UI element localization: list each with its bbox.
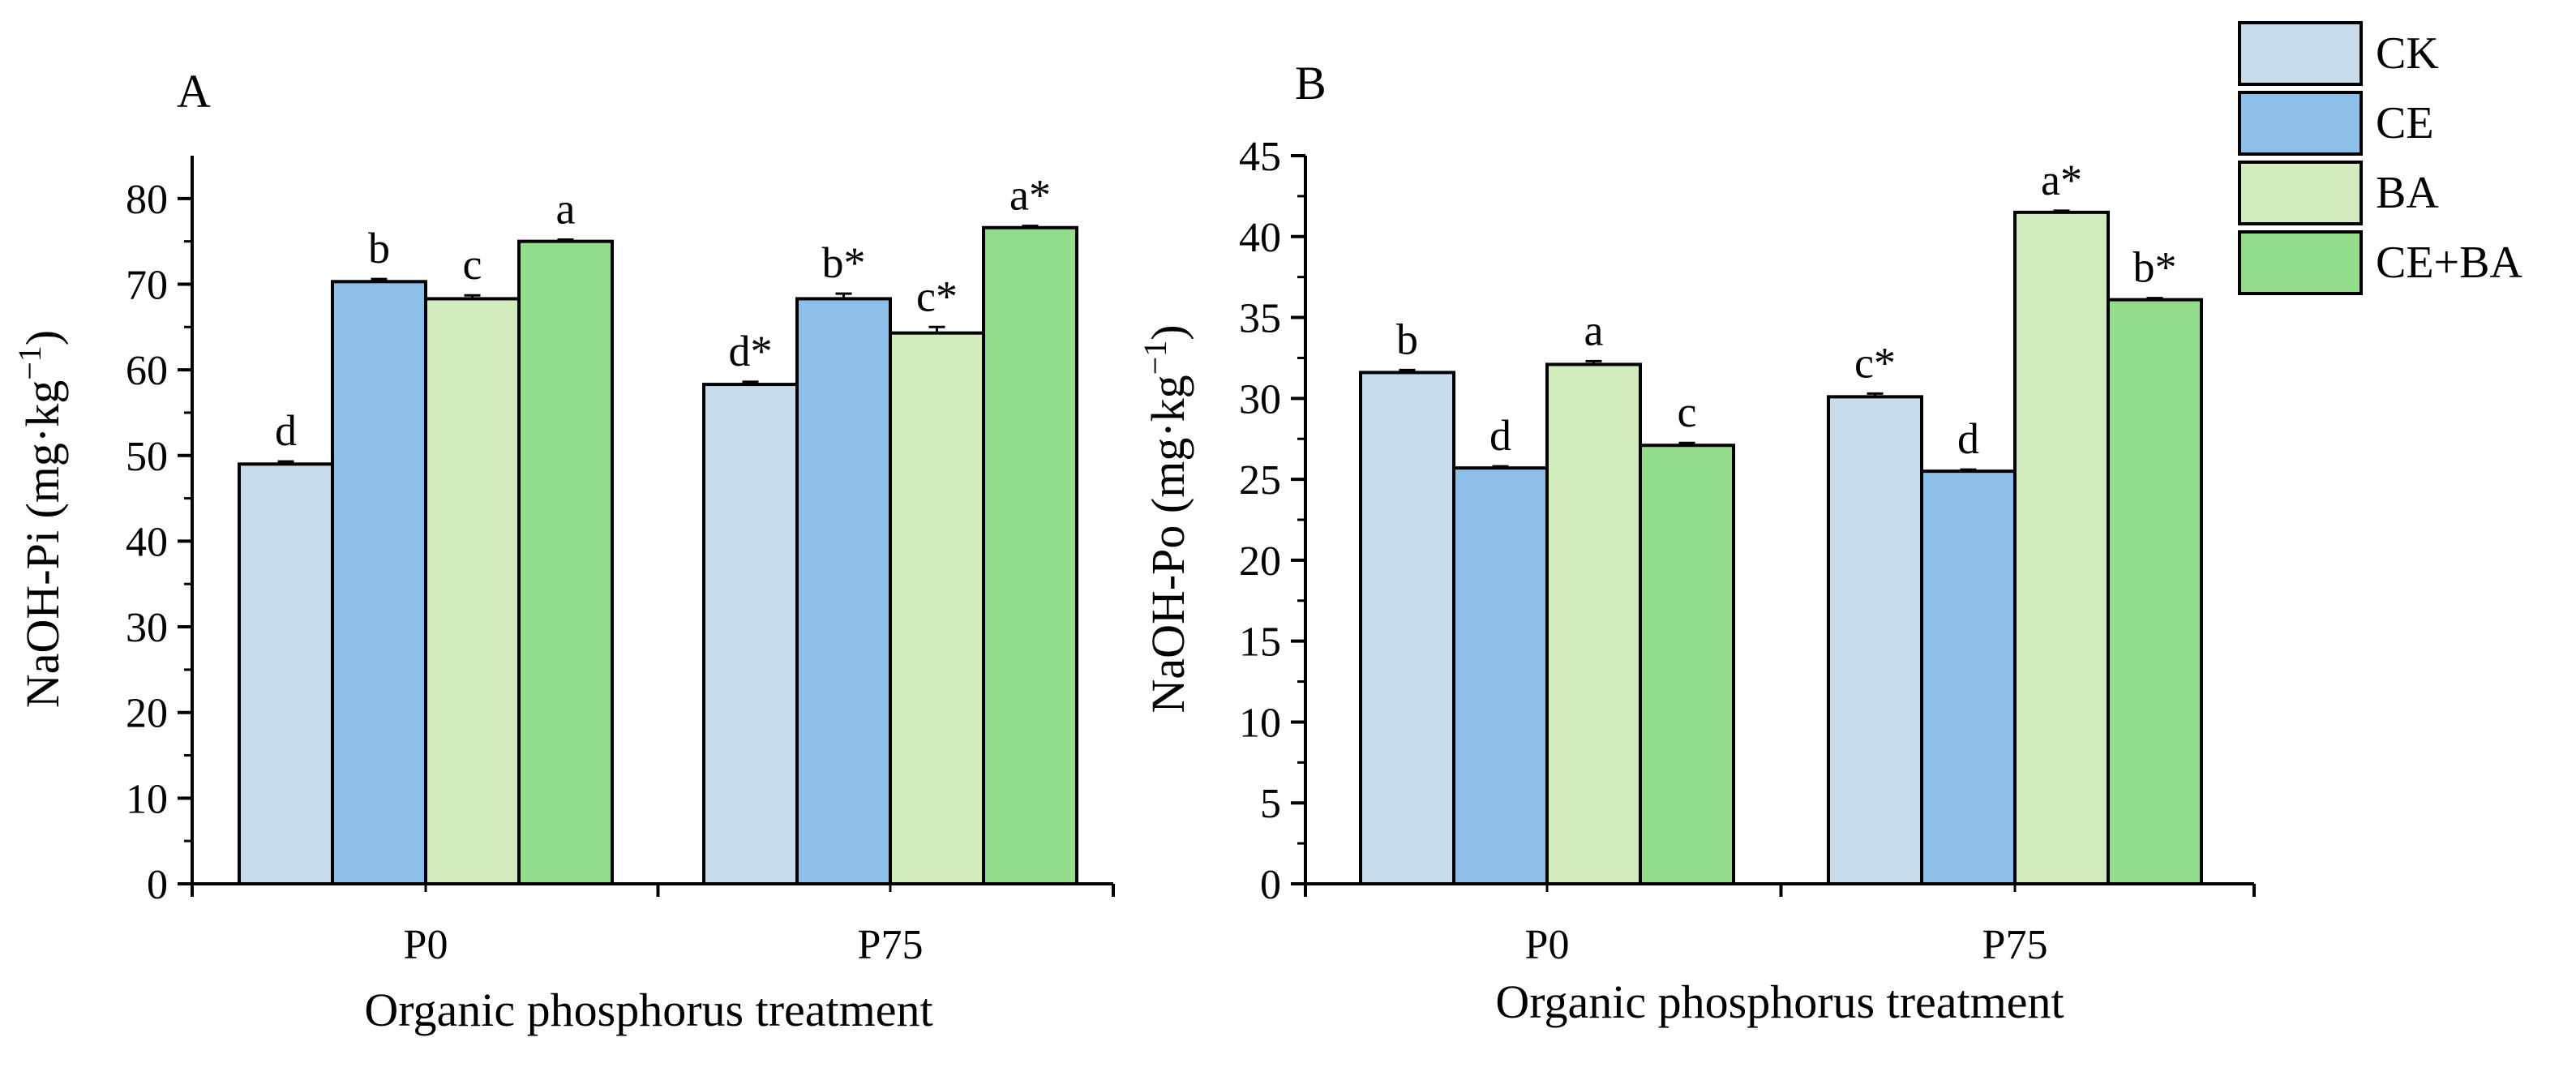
- significance-label: c*: [1854, 338, 1896, 387]
- legend-label-ce: CE: [2376, 98, 2434, 148]
- legend-swatch-ck: [2238, 21, 2363, 86]
- legend-item-ce-ba: CE+BA: [2238, 230, 2522, 295]
- bar-ce-ba-p75: [2107, 298, 2203, 885]
- bar-ba-p75: [2013, 210, 2110, 886]
- significance-label: a*: [1009, 171, 1051, 220]
- y-tick-label: 40: [126, 519, 168, 565]
- y-tick-label: 60: [126, 348, 168, 394]
- x-axis-title: Organic phosphorus treatment: [364, 984, 932, 1036]
- significance-label: c: [1678, 388, 1697, 436]
- x-tick-label: P0: [404, 922, 448, 968]
- y-tick-label: 70: [126, 262, 168, 308]
- significance-label: d: [1957, 414, 1979, 463]
- legend-label-ba: BA: [2376, 168, 2439, 218]
- significance-label: b*: [822, 238, 866, 287]
- x-tick-label: P75: [1982, 922, 2048, 968]
- y-tick-label: 30: [1239, 376, 1281, 422]
- bar-ck-p75: [702, 383, 799, 885]
- bar-ba-p0: [424, 297, 521, 885]
- legend-label-ce-ba: CE+BA: [2376, 238, 2522, 288]
- panel-b: Bb c* d d a a* c b* 0 5 10 15 20 25 30 35 40 45 P0 P75 Organ…: [1137, 57, 2256, 1028]
- significance-label: a: [556, 185, 576, 234]
- legend: CK CE BA CE+BA: [2238, 21, 2522, 295]
- y-axis-title-superscript: −1: [11, 345, 48, 380]
- bar-ck-p75: [1827, 395, 1923, 885]
- y-tick-label: 80: [126, 177, 168, 223]
- bar-ck-p0: [238, 462, 334, 885]
- bar-ce-p0: [1452, 466, 1549, 885]
- bar-ce-ba-p0: [1639, 444, 1735, 885]
- panel-letter-b: B: [1295, 57, 1327, 109]
- significance-label: d: [275, 406, 297, 455]
- y-tick-label: 15: [1239, 619, 1281, 666]
- legend-swatch-ce: [2238, 91, 2363, 156]
- legend-label-ck: CK: [2376, 28, 2439, 79]
- y-tick-label: 0: [147, 862, 168, 908]
- bar-ce-ba-p75: [982, 225, 1078, 885]
- y-axis-title: NaOH-Po (mg·kg−1): [1137, 324, 1194, 713]
- y-axis-title: NaOH-Pi (mg·kg−1): [11, 330, 69, 708]
- y-tick-label: 10: [1239, 700, 1281, 746]
- y-tick-label: 0: [1260, 862, 1281, 908]
- panel-a: Ad d* b b* c c* a a* 0 10 20 30 40 50 60 70 80 P0 P75 Organ…: [11, 65, 1115, 1036]
- y-tick-label: 20: [1239, 538, 1281, 585]
- legend-item-ck: CK: [2238, 21, 2439, 86]
- y-tick-label: 40: [1239, 215, 1281, 261]
- legend-item-ce: CE: [2238, 91, 2434, 156]
- legend-swatch-ba: [2238, 161, 2363, 225]
- significance-label: b: [368, 224, 390, 272]
- significance-label: d: [1489, 411, 1511, 460]
- y-tick-label: 20: [126, 691, 168, 737]
- x-axis-title: Organic phosphorus treatment: [1495, 975, 2064, 1028]
- y-axis-title-main: NaOH-Pi (mg·kg: [16, 380, 69, 708]
- y-tick-label: 50: [126, 434, 168, 480]
- y-tick-label: 25: [1239, 457, 1281, 504]
- bar-ce-p75: [1920, 469, 2017, 886]
- x-tick-label: P75: [858, 922, 924, 968]
- legend-item-ba: BA: [2238, 161, 2439, 225]
- bar-ce-p75: [795, 297, 892, 885]
- y-tick-label: 45: [1239, 134, 1281, 180]
- significance-label: b: [1396, 315, 1418, 363]
- significance-label: a*: [2041, 156, 2082, 204]
- bar-ba-p0: [1545, 362, 1642, 885]
- bar-ba-p75: [889, 331, 985, 886]
- y-axis-title-close: ): [1142, 324, 1194, 340]
- y-tick-label: 35: [1239, 296, 1281, 342]
- y-axis-title-superscript: −1: [1137, 341, 1173, 375]
- panel-letter-a: A: [177, 65, 211, 118]
- legend-swatch-ce-ba: [2238, 230, 2363, 295]
- bar-ce-p0: [331, 280, 427, 886]
- significance-label: a: [1584, 306, 1604, 354]
- x-tick-label: P0: [1525, 922, 1570, 968]
- significance-label: d*: [729, 327, 773, 375]
- significance-label: c: [463, 240, 482, 289]
- bar-ce-ba-p0: [517, 239, 614, 886]
- y-axis-title-close: ): [16, 330, 69, 345]
- y-tick-label: 30: [126, 605, 168, 651]
- y-axis-title-main: NaOH-Po (mg·kg: [1142, 375, 1194, 713]
- significance-label: c*: [916, 272, 958, 320]
- bar-ck-p0: [1359, 371, 1455, 886]
- significance-label: b*: [2133, 243, 2177, 292]
- y-tick-label: 5: [1260, 781, 1281, 827]
- y-tick-label: 10: [126, 776, 168, 822]
